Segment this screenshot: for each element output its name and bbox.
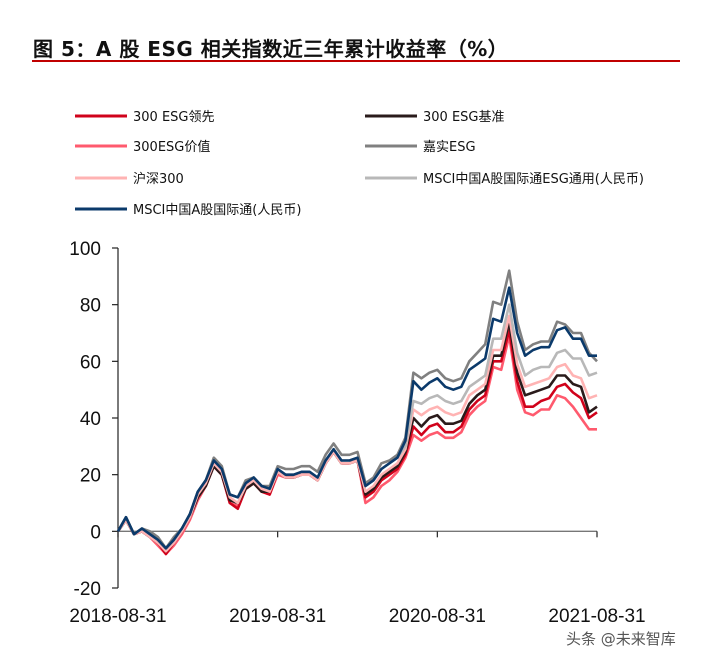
series-line xyxy=(116,334,597,556)
series-lines xyxy=(116,269,598,556)
legend-item: 300ESG价值 xyxy=(75,139,210,155)
legend: 300 ESG领先 300 ESG基准 300ESG价值 嘉实ESG 沪深300 MSCI… xyxy=(75,110,644,218)
y-tick-label: 60 xyxy=(80,352,101,373)
legend-item: MSCI中国A股国际通ESG通用(人民币) xyxy=(365,172,644,187)
x-tick-label: 2021-08-31 xyxy=(548,606,645,627)
x-tick-label: 2019-08-31 xyxy=(229,606,326,627)
legend-label: 嘉实ESG xyxy=(423,140,476,155)
y-tick-label: 0 xyxy=(90,522,101,543)
y-tick-label: -20 xyxy=(74,579,101,600)
y-tick-label: 100 xyxy=(69,239,101,260)
axes: 100 80 60 40 20 0 -20 2018-08-31 2019-08-31 2020-… xyxy=(69,239,645,627)
y-tick-label: 20 xyxy=(80,466,101,487)
legend-item: 300 ESG基准 xyxy=(365,110,505,125)
y-tick-label: 80 xyxy=(80,296,101,317)
watermark: 头条 @未来智库 xyxy=(566,630,676,648)
legend-label: 300 ESG领先 xyxy=(133,110,215,125)
legend-label: 300 ESG基准 xyxy=(423,110,505,125)
legend-item: 沪深300 xyxy=(75,171,184,187)
legend-label: MSCI中国A股国际通ESG通用(人民币) xyxy=(423,172,644,187)
title-rule xyxy=(32,60,680,62)
x-tick-label: 2020-08-31 xyxy=(389,606,486,627)
y-tick-label: 40 xyxy=(80,409,101,430)
legend-label: MSCI中国A股国际通(人民币) xyxy=(133,203,301,218)
legend-label: 300ESG价值 xyxy=(133,139,210,155)
legend-item: 嘉实ESG xyxy=(365,140,476,155)
x-tick-label: 2018-08-31 xyxy=(69,606,166,627)
series-line xyxy=(116,286,597,550)
chart-title: 图 5：A 股 ESG 相关指数近三年累计收益率（%） xyxy=(33,37,509,61)
legend-item: 300 ESG领先 xyxy=(75,110,215,125)
legend-label: 沪深300 xyxy=(133,171,184,187)
legend-item: MSCI中国A股国际通(人民币) xyxy=(75,203,301,218)
